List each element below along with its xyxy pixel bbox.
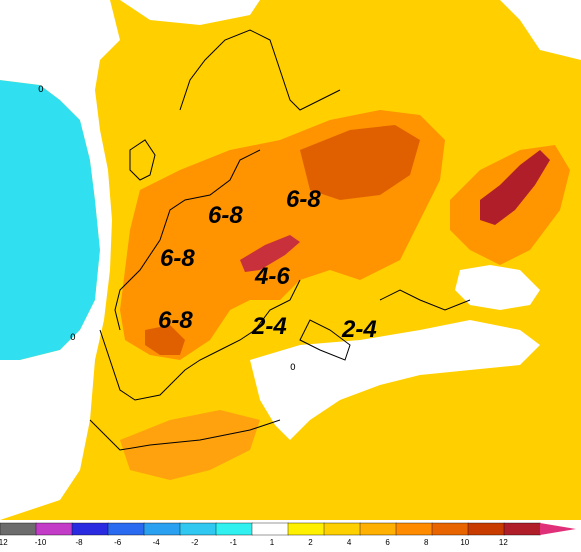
legend-tick-label: -6 (114, 538, 122, 547)
north-neutral-patch-2 (120, 0, 260, 25)
label-southern-italy: 2-4 (342, 316, 377, 343)
legend-swatch (0, 522, 37, 536)
legend-tick-label: -10 (34, 538, 47, 547)
legend-swatch (71, 522, 109, 536)
anomaly-10-12-volga (480, 150, 550, 225)
label-central-europe: 6-8 (286, 186, 321, 213)
legend-swatch (395, 522, 433, 536)
atlantic-neutral-band (0, 0, 120, 520)
label-benelux: 6-8 (208, 202, 243, 229)
atlantic-cold-anomaly (0, 80, 100, 360)
legend-tick-label: -8 (75, 538, 83, 547)
legend-swatches (0, 522, 576, 536)
black-sea-neutral-patch (455, 265, 540, 310)
legend-swatch (323, 522, 361, 536)
legend-swatch (359, 522, 397, 536)
coastlines (89, 29, 471, 451)
legend-tick-label: 2 (308, 538, 313, 547)
legend-swatch (35, 522, 73, 536)
legend-swatch (251, 522, 289, 536)
legend-swatch (431, 522, 469, 536)
contour-label: 0 (290, 363, 296, 373)
legend-tick-label: 4 (346, 538, 352, 547)
legend-tick-label: -4 (152, 538, 160, 547)
legend-tick-label: 8 (423, 538, 429, 547)
legend-swatch (467, 522, 505, 536)
anomaly-8-10-iberia (145, 325, 185, 355)
north-neutral-patch (500, 0, 581, 60)
legend-tick-label: 10 (460, 538, 470, 547)
mediterranean-neutral-band (250, 320, 540, 440)
contour-label: 0 (70, 333, 76, 343)
anomaly-10-12-alps (240, 235, 300, 272)
contour-label: 0 (38, 85, 44, 95)
label-alps: 4-6 (255, 263, 290, 290)
legend-tick-label: -12 (0, 538, 8, 547)
legend-swatch (143, 522, 181, 536)
label-france: 6-8 (160, 245, 195, 272)
legend-tick-label: -1 (229, 538, 237, 547)
legend-tick-label: 6 (385, 538, 390, 547)
anomaly-6-8-africa (120, 410, 260, 480)
legend-swatch (107, 522, 145, 536)
label-sardinia: 2-4 (252, 313, 287, 340)
anomaly-8-10-central (300, 125, 420, 200)
legend-tick-label: 12 (498, 538, 508, 547)
legend-tick-label: 1 (269, 538, 275, 547)
legend-tick-label: -2 (191, 538, 199, 547)
legend-swatch (503, 522, 541, 536)
legend-swatch (287, 522, 325, 536)
legend-swatch (215, 522, 253, 536)
legend-swatch (179, 522, 217, 536)
label-iberia: 6-8 (158, 307, 193, 334)
map-canvas: 0 0 0 (0, 0, 581, 520)
legend-arrow (540, 523, 576, 535)
